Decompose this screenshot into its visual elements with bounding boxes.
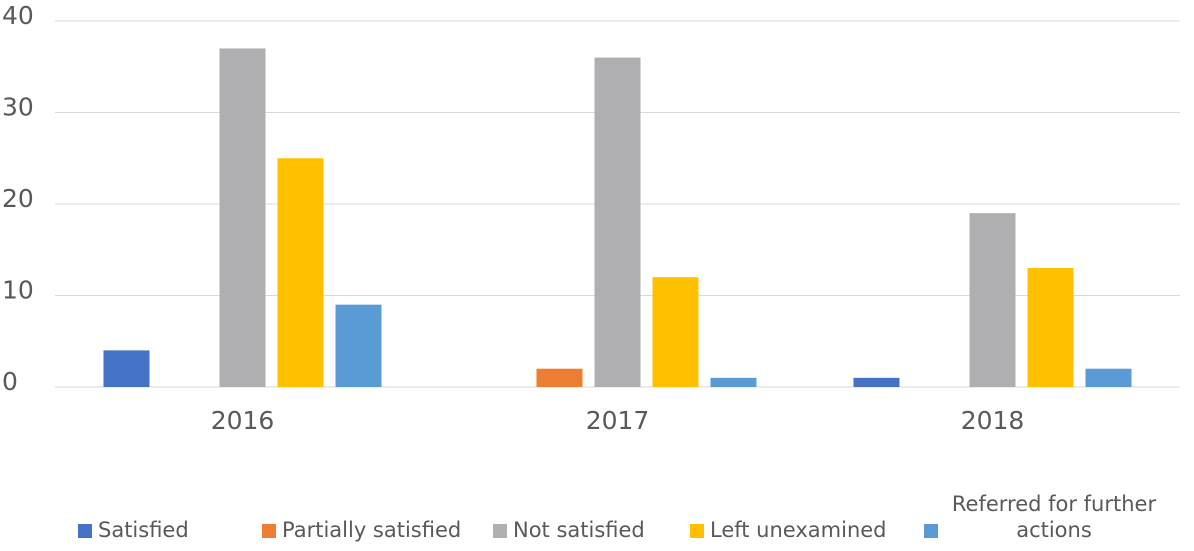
legend-swatch xyxy=(924,524,938,538)
bar xyxy=(1027,268,1074,387)
x-tick-label: 2017 xyxy=(586,406,650,435)
legend-item: Referred for further actions xyxy=(924,491,1164,543)
bar xyxy=(969,213,1016,387)
y-tick-label: 40 xyxy=(2,1,34,30)
chart: 0 10 20 30 40 2016 2017 2018 xyxy=(2,1,1180,435)
legend-swatch xyxy=(493,524,507,538)
legend-item: Left unexamined xyxy=(690,517,887,543)
legend-label: Satisfied xyxy=(98,518,189,542)
y-tick-label: 0 xyxy=(2,367,18,396)
bar xyxy=(536,368,583,387)
legend-swatch xyxy=(262,524,276,538)
legend-item: Not satisfied xyxy=(493,517,645,543)
bar xyxy=(335,304,382,387)
bar xyxy=(277,158,324,387)
legend-swatch xyxy=(78,524,92,538)
legend-item: Partially satisfied xyxy=(262,517,461,543)
bar xyxy=(1085,368,1132,387)
y-tick-label: 20 xyxy=(2,184,34,213)
bar xyxy=(853,377,900,387)
y-tick-label: 10 xyxy=(2,276,34,305)
bar xyxy=(219,48,266,387)
bar xyxy=(652,277,699,387)
y-tick-label: 30 xyxy=(2,93,34,122)
legend-swatch xyxy=(690,524,704,538)
bar xyxy=(710,377,757,387)
legend-label: Left unexamined xyxy=(710,518,887,542)
bar xyxy=(594,57,641,387)
bar xyxy=(103,350,150,387)
x-tick-label: 2018 xyxy=(961,406,1025,435)
legend-item: Satisfied xyxy=(78,517,189,543)
x-tick-label: 2016 xyxy=(211,406,275,435)
legend-label: Partially satisfied xyxy=(282,518,462,542)
legend-label: Referred for further actions xyxy=(951,492,1157,542)
legend-label: Not satisfied xyxy=(513,518,645,542)
